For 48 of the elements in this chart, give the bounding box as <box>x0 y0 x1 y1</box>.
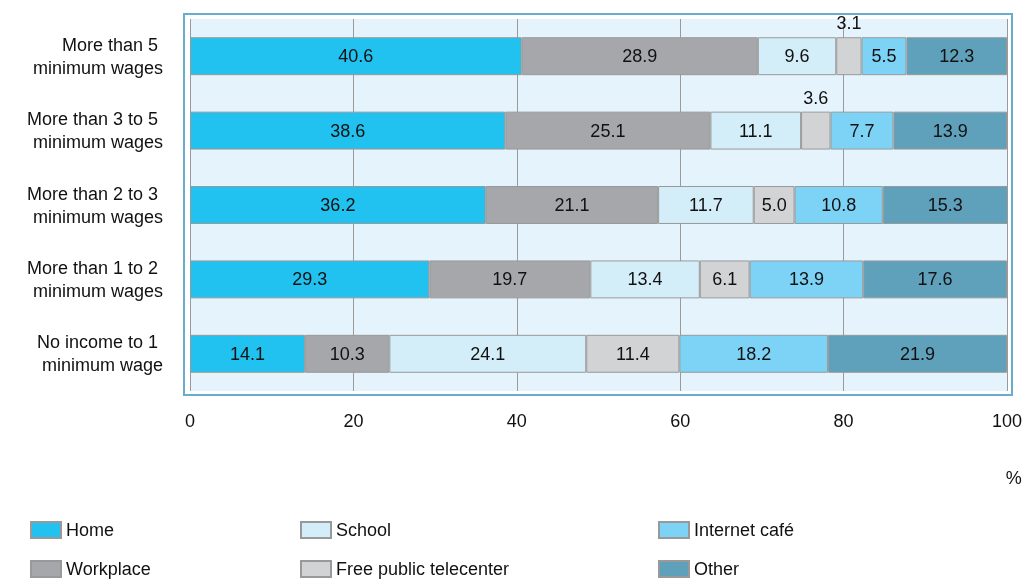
data-label: 21.9 <box>900 343 936 364</box>
legend-label: Internet café <box>694 520 795 540</box>
data-label: 5.0 <box>761 195 787 215</box>
legend-label: Home <box>66 520 115 540</box>
x-axis-title: % <box>1005 468 1022 488</box>
y-tick-label: More than 5 minimum wages <box>32 34 163 78</box>
x-tick-label: 60 <box>670 411 691 431</box>
data-label: 40.6 <box>338 46 374 67</box>
legend-label: Workplace <box>66 559 151 579</box>
data-label: 11.1 <box>738 120 773 141</box>
data-label: 13.9 <box>932 120 968 141</box>
data-label: 13.9 <box>788 269 824 290</box>
data-label: 11.7 <box>689 195 723 215</box>
data-label: 9.6 <box>784 46 810 67</box>
x-tick-label: 100 <box>991 411 1023 431</box>
data-label: 10.8 <box>821 195 857 215</box>
data-label: 17.6 <box>917 269 953 290</box>
data-label: 36.2 <box>320 195 356 215</box>
data-label: 14.1 <box>230 343 266 364</box>
data-label: 5.5 <box>871 46 897 67</box>
data-label: 38.6 <box>330 120 366 141</box>
x-tick-label: 40 <box>506 411 527 431</box>
data-label: 11.4 <box>615 343 650 364</box>
data-label: 25.1 <box>590 120 626 141</box>
y-tick-label: More than 2 to 3 minimum wages <box>26 183 163 227</box>
data-label: 10.3 <box>329 343 365 364</box>
data-label: 13.4 <box>627 269 663 290</box>
y-tick-label: No income to 1 minimum wage <box>36 332 163 376</box>
data-label: 24.1 <box>470 343 506 364</box>
legend-label: Other <box>694 559 740 579</box>
data-label: 29.3 <box>292 269 328 290</box>
data-label: 12.3 <box>939 46 975 67</box>
data-label: 3.6 <box>803 87 829 108</box>
legend-label: Free public telecenter <box>336 559 510 579</box>
y-tick-label: More than 1 to 2 minimum wages <box>26 257 163 301</box>
data-label: 18.2 <box>736 343 772 364</box>
x-tick-label: 20 <box>343 411 364 431</box>
data-label: 3.1 <box>836 13 862 34</box>
data-label: 19.7 <box>492 269 528 290</box>
y-tick-label: More than 3 to 5 minimum wages <box>26 109 163 153</box>
data-label: 15.3 <box>927 195 963 215</box>
x-tick-label: 0 <box>184 411 196 431</box>
data-label: 7.7 <box>849 120 875 141</box>
x-tick-label: 80 <box>833 411 854 431</box>
data-label: 28.9 <box>622 46 658 67</box>
data-label: 6.1 <box>712 269 738 290</box>
legend-label: School <box>336 520 392 540</box>
data-label: 21.1 <box>554 195 590 215</box>
